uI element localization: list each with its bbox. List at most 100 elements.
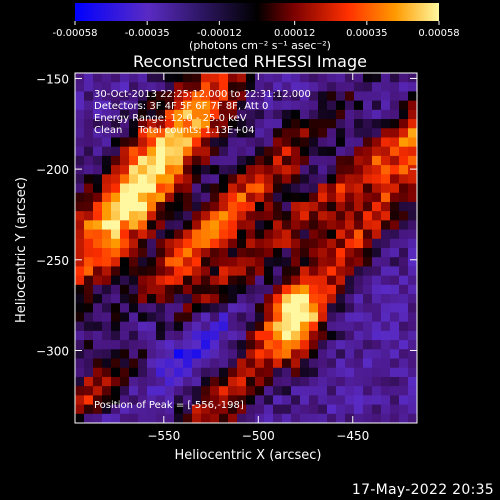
heatmap-cell	[345, 395, 355, 406]
heatmap-cell	[264, 201, 274, 212]
heatmap-cell	[399, 220, 409, 231]
heatmap-cell	[336, 294, 346, 304]
heatmap-cell	[246, 275, 256, 286]
heatmap-cell	[75, 312, 85, 323]
heatmap-cell	[264, 165, 274, 175]
heatmap-cell	[219, 91, 229, 102]
heatmap-cell	[363, 395, 373, 406]
annotation-energy: Energy Range: 12.0 - 25.0 keV	[94, 113, 247, 124]
heatmap-cell	[354, 82, 364, 93]
heatmap-cell	[219, 340, 229, 350]
heatmap-cell	[183, 248, 193, 258]
heatmap-cell	[147, 321, 157, 332]
heatmap-cell	[93, 82, 103, 93]
heatmap-cell	[399, 376, 409, 387]
heatmap-cell	[93, 211, 103, 221]
heatmap-cell	[336, 330, 346, 341]
heatmap-cell	[408, 211, 417, 221]
heatmap-cell	[363, 229, 373, 240]
heatmap-cell	[327, 395, 337, 406]
heatmap-cell	[354, 303, 364, 314]
heatmap-cell	[327, 340, 337, 350]
heatmap-cell	[363, 119, 373, 129]
heatmap-cell	[264, 82, 274, 93]
heatmap-cell	[390, 303, 400, 314]
heatmap-cell	[219, 413, 229, 423]
heatmap-cell	[102, 248, 112, 258]
heatmap-cell	[255, 211, 265, 221]
heatmap-cell	[336, 73, 346, 83]
heatmap-cell	[399, 312, 409, 323]
heatmap-cell	[147, 238, 157, 249]
heatmap-cell	[165, 137, 175, 148]
heatmap-cell	[300, 376, 310, 387]
heatmap-cell	[93, 257, 103, 268]
heatmap-cell	[156, 165, 166, 175]
heatmap-cell	[408, 109, 417, 120]
heatmap-cell	[381, 183, 391, 194]
heatmap-cell	[273, 128, 283, 139]
heatmap-cell	[354, 358, 364, 369]
heatmap-cell	[156, 91, 166, 102]
heatmap-cell	[318, 330, 328, 341]
heatmap-cell	[120, 109, 130, 120]
heatmap-cell	[201, 358, 211, 369]
heatmap-cell	[84, 155, 94, 166]
heatmap-cell	[291, 376, 301, 387]
colorbar-tick-label: 0.00012	[274, 28, 315, 39]
heatmap-cell	[291, 312, 301, 323]
heatmap-cell	[300, 155, 310, 166]
heatmap-cell	[75, 192, 85, 203]
heatmap-cell	[327, 294, 337, 304]
heatmap-cell	[336, 266, 346, 277]
heatmap-cell	[201, 155, 211, 166]
heatmap-cell	[300, 238, 310, 249]
heatmap-cell	[147, 183, 157, 194]
heatmap-cell	[111, 358, 121, 369]
heatmap-cell	[318, 349, 328, 360]
heatmap-cell	[183, 266, 193, 277]
heatmap-cell	[219, 303, 229, 314]
heatmap-cell	[129, 183, 139, 194]
heatmap-cell	[120, 312, 130, 323]
heatmap-cell	[372, 192, 382, 203]
heatmap-cell	[147, 229, 157, 240]
heatmap-cell	[183, 119, 193, 129]
heatmap-cell	[93, 294, 103, 304]
heatmap-cell	[282, 275, 292, 286]
heatmap-cell	[336, 404, 346, 415]
heatmap-cell	[183, 284, 193, 295]
heatmap-cell	[120, 91, 130, 102]
heatmap-cell	[228, 376, 238, 387]
heatmap-cell	[228, 220, 238, 231]
heatmap-cell	[264, 211, 274, 221]
heatmap-cell	[102, 404, 112, 415]
heatmap-cell	[201, 257, 211, 268]
heatmap-cell	[183, 367, 193, 378]
heatmap-cell	[183, 294, 193, 304]
heatmap-cell	[165, 321, 175, 332]
heatmap-cell	[237, 340, 247, 350]
heatmap-cell	[282, 303, 292, 314]
heatmap-cell	[354, 183, 364, 194]
heatmap-cell	[210, 358, 220, 369]
heatmap-cell	[183, 349, 193, 360]
heatmap-cell	[129, 266, 139, 277]
heatmap-cell	[219, 146, 229, 157]
heatmap-cell	[345, 128, 355, 139]
heatmap-cell	[84, 165, 94, 175]
heatmap-cell	[273, 109, 283, 120]
heatmap-cell	[111, 303, 121, 314]
heatmap-cell	[165, 109, 175, 120]
heatmap-cell	[219, 229, 229, 240]
heatmap-cell	[390, 312, 400, 323]
y-tick-label: −300	[36, 344, 69, 358]
colorbar: -0.00058 -0.00035 -0.00012 0.00012 0.00035 0.…	[53, 3, 460, 52]
heatmap-cell	[165, 340, 175, 350]
heatmap-cell	[345, 386, 355, 396]
heatmap-cell	[174, 201, 184, 212]
heatmap-cell	[318, 266, 328, 277]
heatmap-cell	[201, 128, 211, 139]
heatmap-cell	[201, 303, 211, 314]
heatmap-cells	[75, 73, 417, 423]
